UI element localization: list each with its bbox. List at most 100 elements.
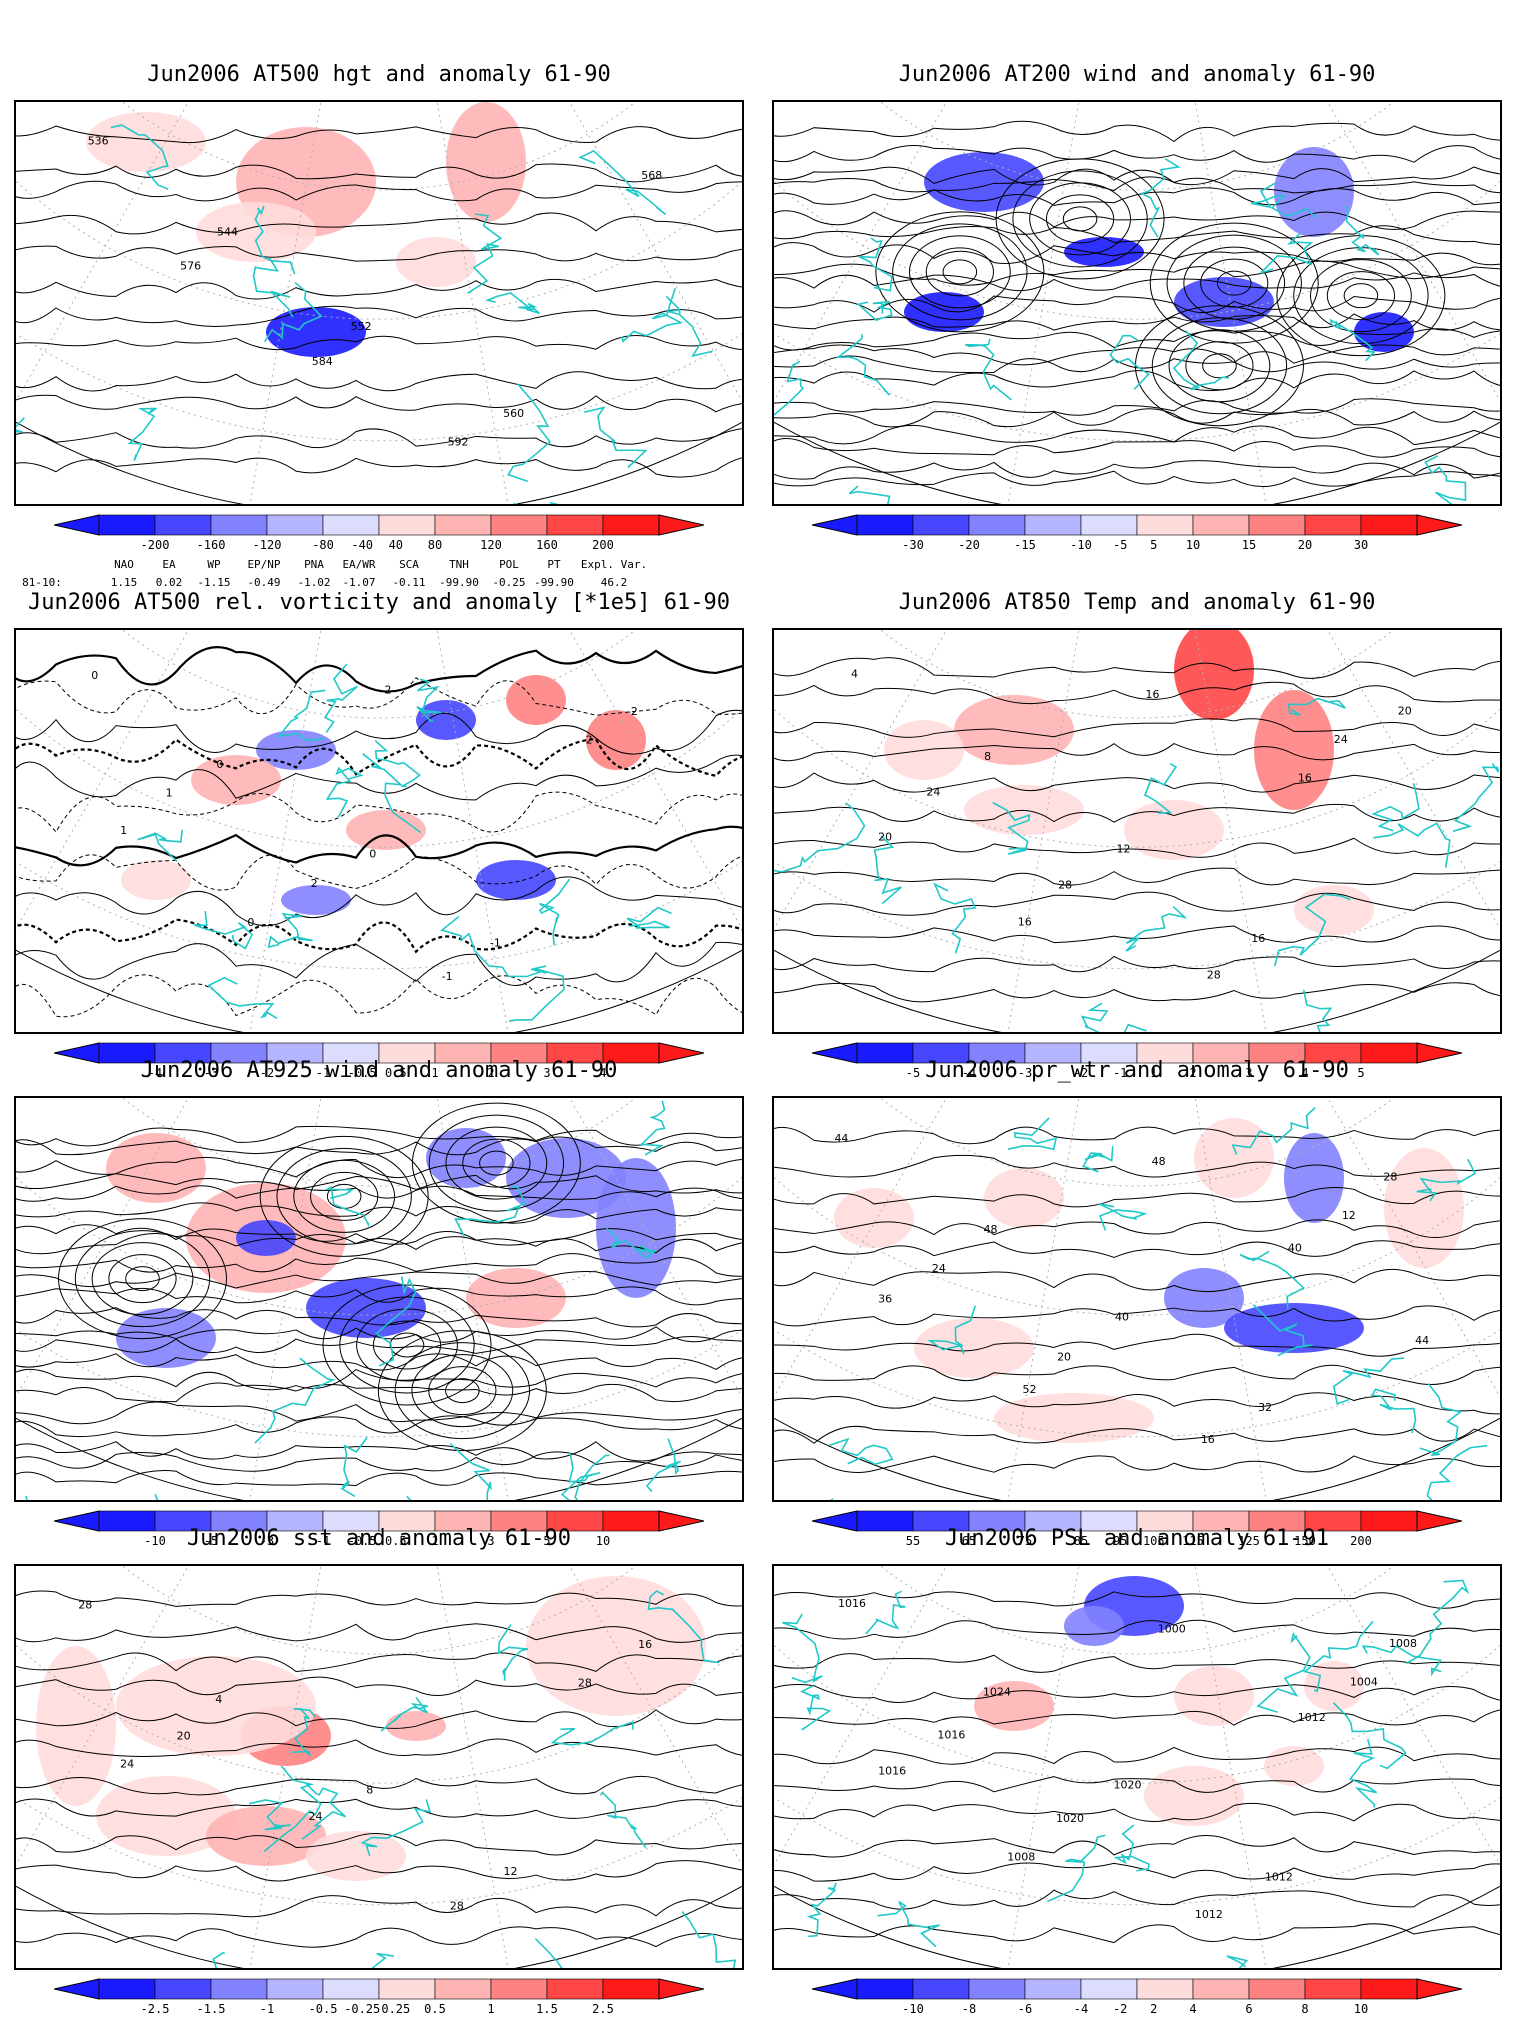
colorbar-label: -160 xyxy=(196,538,226,552)
contour-label: 1016 xyxy=(878,1764,906,1777)
colorbar-label: -0.25 xyxy=(344,2002,381,2016)
contour-label: 16 xyxy=(1201,1433,1215,1446)
map-frame: 28 4 8 12 16 20 24 28 28 24 xyxy=(14,1564,744,1970)
contour-label: -1 xyxy=(442,970,453,983)
contour-label: 8 xyxy=(366,1783,373,1796)
colorbar-label: -0.5 xyxy=(347,1534,377,1548)
contour-label: 1024 xyxy=(983,1685,1011,1698)
colorbar-label: -10 xyxy=(144,1534,166,1548)
colorbar-label: 115 xyxy=(1182,1534,1204,1548)
colorbar-label: 200 xyxy=(1350,1534,1372,1548)
contour-label: 2 xyxy=(311,877,318,890)
contour-label: 28 xyxy=(78,1598,92,1611)
telecon-value: -1.07 xyxy=(342,576,376,589)
contour-label: 16 xyxy=(1251,932,1265,945)
colorbar-label: 0.5 xyxy=(424,2002,446,2016)
contour-label: 24 xyxy=(120,1757,134,1770)
colorbar-label: 3 xyxy=(1245,1066,1253,1080)
contour-label: 36 xyxy=(878,1293,892,1306)
contour-label: 1008 xyxy=(1389,1637,1417,1650)
colorbar-label: -2 xyxy=(259,1066,275,1080)
contour-label: 1012 xyxy=(1195,1908,1223,1921)
contour-label: 4 xyxy=(851,667,858,680)
colorbar-labels: -30 -20 -15 -10 -5 5 10 15 20 30 xyxy=(812,538,1462,554)
telecon-value: -1.02 xyxy=(297,576,331,589)
contour-label: 1012 xyxy=(1265,1871,1293,1884)
map-area: 4 8 12 16 20 24 28 28 24 20 16 16 16 xyxy=(774,630,1500,1032)
colorbar xyxy=(812,1042,1462,1064)
contour-label: 8 xyxy=(984,750,991,763)
map-area xyxy=(16,1098,742,1500)
contour-label: 48 xyxy=(984,1223,998,1236)
colorbar-label: -10 xyxy=(1070,538,1092,552)
contour-label: 12 xyxy=(1116,843,1130,856)
telecon-header: EP/NP xyxy=(247,558,281,571)
colorbar-label: 150 xyxy=(1294,1534,1316,1548)
contour-label: 4 xyxy=(215,1693,222,1706)
colorbar-label: -2 xyxy=(1112,2002,1128,2016)
telecon-header: PT xyxy=(547,558,561,571)
colorbar-label: -5 xyxy=(1112,538,1128,552)
panel-title: Jun2006 AT200 wind and anomaly 61-90 xyxy=(898,62,1376,87)
colorbar-label: 2.5 xyxy=(592,2002,614,2016)
contour-label: 1020 xyxy=(1056,1812,1084,1825)
colorbar-label: 2 xyxy=(1150,2002,1158,2016)
contour-label: 1020 xyxy=(1114,1778,1142,1791)
colorbar-label: 85 xyxy=(1073,1534,1089,1548)
colorbar-labels: -2.5 -1.5 -1 -0.5 -0.25 0.25 0.5 1 1.5 2.5 xyxy=(54,2002,704,2018)
telecon-header: NAO xyxy=(114,558,134,571)
contour-label: 52 xyxy=(1023,1383,1037,1396)
contour-label: 24 xyxy=(926,786,940,799)
contour-label: -2 xyxy=(627,705,638,718)
colorbar-label: -4 xyxy=(961,1066,977,1080)
contour-label: 1004 xyxy=(1350,1676,1378,1689)
colorbar-label: 8 xyxy=(1301,2002,1309,2016)
contour-label: 0 xyxy=(91,669,98,682)
colorbar xyxy=(54,1978,704,2000)
colorbar-labels: -5 -4 -3 -2 -1 1 2 3 4 5 xyxy=(812,1066,1462,1082)
colorbar-label: 3 xyxy=(543,1066,551,1080)
contour-label: 20 xyxy=(177,1729,191,1742)
map-frame: 4 8 12 16 20 24 28 28 24 20 16 16 16 xyxy=(772,628,1502,1034)
colorbar xyxy=(812,1510,1462,1532)
contour-label: 552 xyxy=(351,320,372,333)
telecon-value: -0.49 xyxy=(247,576,281,589)
colorbar-label: -30 xyxy=(902,538,924,552)
colorbar-label: 4 xyxy=(1301,1066,1309,1080)
colorbar-label: 10 xyxy=(1353,2002,1369,2016)
contour-label: 568 xyxy=(641,169,662,182)
colorbar-label: 4 xyxy=(1189,2002,1197,2016)
map-frame xyxy=(14,1096,744,1502)
colorbar-label: -5 xyxy=(905,1066,921,1080)
colorbar-label: -1 xyxy=(259,2002,275,2016)
contour-label: 1012 xyxy=(1298,1711,1326,1724)
teleconnection-table: NAO EA WP EP/NP PNA EA/WR SCA TNH POL PT Expl. Var… xyxy=(14,556,744,592)
telecon-value: 1.15 xyxy=(110,576,138,589)
colorbar-label: 5 xyxy=(1150,538,1158,552)
contour-label: -1 xyxy=(490,936,501,949)
contour-label: 576 xyxy=(180,260,201,273)
map-frame xyxy=(772,100,1502,506)
colorbar-label: 15 xyxy=(1241,538,1257,552)
colorbar xyxy=(54,1510,704,1532)
contour-label: 1008 xyxy=(1007,1851,1035,1864)
colorbar-label: -2.5 xyxy=(140,2002,170,2016)
map-area: 44 48 40 32 28 24 20 16 12 36 52 48 40 44 xyxy=(774,1098,1500,1500)
map-area: 0 0 0 -1 -2 1 2 -1 -2 1 0 2 xyxy=(16,630,742,1032)
colorbar xyxy=(54,1042,704,1064)
colorbar-label: -3 xyxy=(203,1066,219,1080)
telecon-value: -99.90 xyxy=(534,576,574,589)
colorbar-label: 1 xyxy=(1150,1066,1158,1080)
colorbar-labels: -200 -160 -120 -80 -40 40 80 120 160 200 xyxy=(54,538,704,554)
contour-label: 28 xyxy=(1058,879,1072,892)
map-area: 28 4 8 12 16 20 24 28 28 24 xyxy=(16,1566,742,1968)
telecon-value: -99.90 xyxy=(439,576,479,589)
map-frame: 536 544 552 560 568 576 584 592 xyxy=(14,100,744,506)
colorbar-label: -1.5 xyxy=(196,2002,226,2016)
telecon-header: WP xyxy=(207,558,221,571)
colorbar-label: -4 xyxy=(147,1066,163,1080)
contour-label: 0 xyxy=(369,848,376,861)
colorbar-label: -200 xyxy=(140,538,170,552)
colorbar-label: -1 xyxy=(315,1066,331,1080)
contour-label: 24 xyxy=(932,1262,946,1275)
